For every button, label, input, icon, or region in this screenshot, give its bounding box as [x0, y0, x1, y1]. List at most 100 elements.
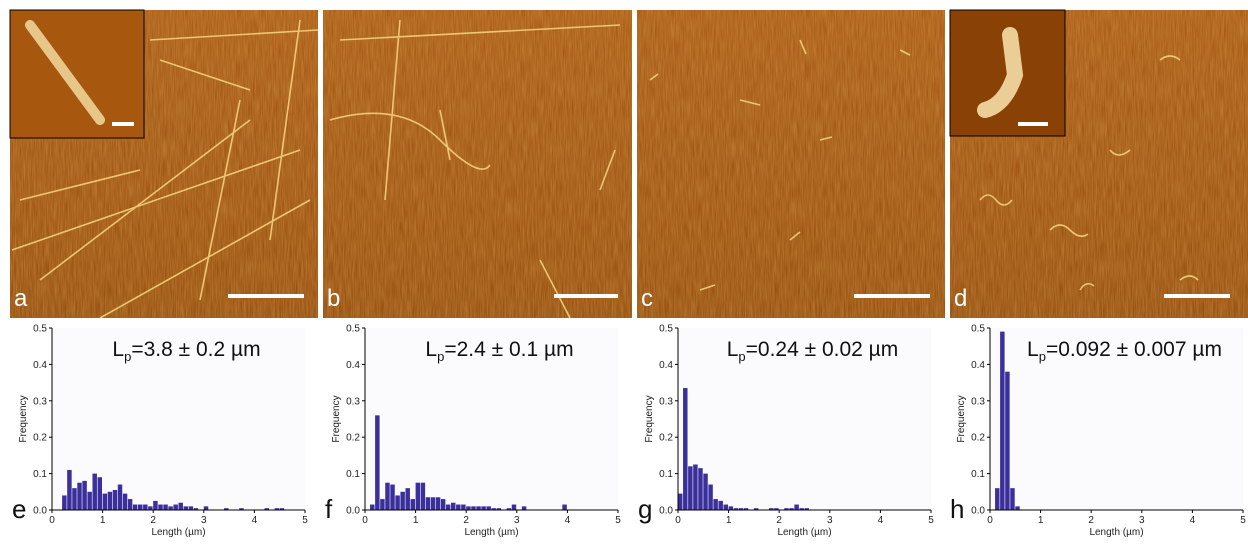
x-tick-label: 3	[1139, 515, 1145, 526]
y-tick-label: 0.4	[33, 360, 47, 371]
bar	[204, 506, 208, 510]
bar	[163, 505, 167, 510]
image-label: d	[954, 285, 967, 312]
annotation: Lp=0.24 ± 0.02 µm	[727, 338, 899, 364]
y-axis-label: Frequency	[18, 395, 29, 442]
bar	[724, 505, 728, 510]
annotation: Lp=3.8 ± 0.2 µm	[112, 338, 260, 364]
bar	[688, 466, 692, 510]
bar	[72, 488, 76, 510]
x-axis-label: Length (µm)	[777, 527, 831, 538]
bar	[118, 485, 122, 510]
bar	[481, 506, 485, 510]
bar	[143, 505, 147, 510]
y-tick-label: 0.2	[971, 433, 985, 444]
x-tick-label: 5	[1240, 515, 1246, 526]
x-tick-label: 2	[1088, 515, 1094, 526]
y-tick-label: 0.0	[33, 506, 47, 517]
y-tick-label: 0.2	[33, 433, 47, 444]
bar	[375, 415, 379, 510]
x-tick-label: 3	[827, 515, 833, 526]
bar	[456, 505, 460, 510]
x-tick-label: 2	[463, 515, 469, 526]
bar	[380, 499, 384, 510]
bar	[98, 477, 102, 510]
y-tick-label: 0.5	[33, 324, 47, 335]
x-axis-label: Length (µm)	[1089, 527, 1143, 538]
y-tick-label: 0.5	[346, 324, 360, 335]
y-tick-label: 0.5	[659, 324, 673, 335]
bar	[1010, 488, 1014, 510]
y-tick-label: 0.2	[659, 433, 673, 444]
x-tick-label: 4	[878, 515, 884, 526]
bar	[92, 474, 96, 510]
bar	[995, 488, 999, 510]
image-label: a	[14, 285, 28, 312]
bar	[729, 506, 733, 510]
y-tick-label: 0.1	[659, 469, 673, 480]
bar	[168, 506, 172, 510]
y-tick-label: 0.4	[346, 360, 360, 371]
bar	[385, 483, 389, 510]
bar	[794, 505, 798, 510]
y-tick-label: 0.5	[971, 324, 985, 335]
histogram-panel: 0.00.10.20.30.40.5012345Length (µm)Frequ…	[950, 324, 1246, 539]
panel-label: g	[638, 494, 652, 524]
bar	[179, 503, 183, 510]
bar	[148, 506, 152, 510]
bar	[486, 506, 490, 510]
bar	[123, 494, 127, 510]
annotation-sub: p	[738, 349, 745, 364]
bar	[562, 505, 566, 510]
bar	[77, 483, 81, 510]
annotation-sub: p	[1039, 349, 1046, 364]
y-axis-label: Frequency	[331, 395, 342, 442]
bar	[390, 485, 394, 510]
annotation-main: L	[727, 338, 739, 361]
figure: abcd0.00.10.20.30.40.5012345Length (µm)F…	[0, 0, 1248, 542]
y-tick-label: 0.1	[33, 469, 47, 480]
panel-label: f	[325, 494, 333, 524]
bar	[1005, 372, 1009, 510]
y-tick-label: 0.4	[659, 360, 673, 371]
bar	[703, 474, 707, 510]
bar	[678, 494, 682, 510]
bar	[184, 506, 188, 510]
y-axis-label: Frequency	[644, 395, 655, 442]
bar	[395, 495, 399, 510]
bar	[370, 505, 374, 510]
y-tick-label: 0.3	[346, 396, 360, 407]
x-tick-label: 0	[987, 515, 993, 526]
bar	[436, 497, 440, 510]
bar	[1015, 506, 1019, 510]
bar	[512, 505, 516, 510]
bar	[133, 505, 137, 510]
x-axis-label: Length (µm)	[151, 527, 205, 538]
bar	[461, 505, 465, 510]
y-tick-label: 0.0	[659, 506, 673, 517]
annotation-rest: =3.8 ± 0.2 µm	[131, 338, 260, 361]
image-label: c	[641, 285, 653, 312]
x-tick-label: 0	[362, 515, 368, 526]
x-tick-label: 1	[726, 515, 732, 526]
bar	[416, 483, 420, 510]
x-axis-label: Length (µm)	[464, 527, 518, 538]
bar	[431, 497, 435, 510]
y-tick-label: 0.3	[33, 396, 47, 407]
x-tick-label: 0	[49, 515, 55, 526]
y-tick-label: 0.0	[346, 506, 360, 517]
x-tick-label: 3	[514, 515, 520, 526]
panel-label: h	[950, 494, 964, 524]
bar	[693, 465, 697, 511]
bar	[446, 505, 450, 510]
x-tick-label: 4	[1190, 515, 1196, 526]
x-tick-label: 2	[776, 515, 782, 526]
y-tick-label: 0.3	[659, 396, 673, 407]
y-axis-label: Frequency	[956, 395, 967, 442]
bar	[82, 481, 86, 510]
bar	[683, 388, 687, 510]
y-tick-label: 0.1	[346, 469, 360, 480]
